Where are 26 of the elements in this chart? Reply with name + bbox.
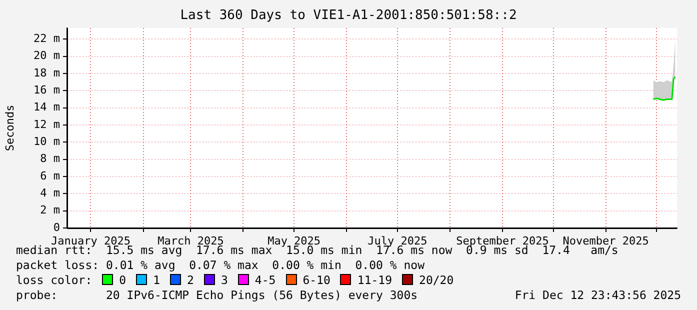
- text: 4-5: [254, 273, 276, 287]
- y-tick-label: 8 m: [40, 152, 60, 166]
- y-tick-label: 14 m: [34, 100, 60, 114]
- text: probe: 20 IPv6-ICMP Echo Pings (56 Bytes) every 300s: [16, 288, 418, 302]
- y-axis-title: Seconds: [3, 104, 16, 152]
- text: 3: [220, 273, 228, 287]
- text: Fri Dec 12 23:43:56 2025: [514, 288, 681, 302]
- text: 2: [187, 273, 194, 287]
- y-tick-label: 0: [53, 220, 60, 234]
- y-tick-label: 12 m: [34, 118, 60, 131]
- y-tick-label: 6 m: [40, 169, 60, 182]
- y-tick-label: 20 m: [34, 49, 60, 62]
- chart-title: Last 360 Days to VIE1-A1-2001:850:501:58::2: [179, 8, 518, 23]
- text: 0: [119, 273, 126, 287]
- y-tick-label: 16 m: [34, 84, 60, 97]
- text: 20/20: [419, 273, 454, 287]
- y-tick-label: 4 m: [40, 186, 60, 200]
- text: 1: [153, 273, 160, 287]
- text: packet loss: 0.01 % avg 0.07 % max 0.00 % min 0.00 % now: [16, 258, 424, 272]
- y-tick-label: 18 m: [34, 66, 60, 80]
- text: 11-19: [357, 273, 392, 287]
- y-tick-label: 10 m: [34, 135, 60, 148]
- text: loss color:: [16, 273, 92, 287]
- y-tick-label: 2 m: [40, 204, 60, 217]
- text: 6-10: [302, 273, 330, 287]
- y-tick-label: 22 m: [34, 32, 60, 46]
